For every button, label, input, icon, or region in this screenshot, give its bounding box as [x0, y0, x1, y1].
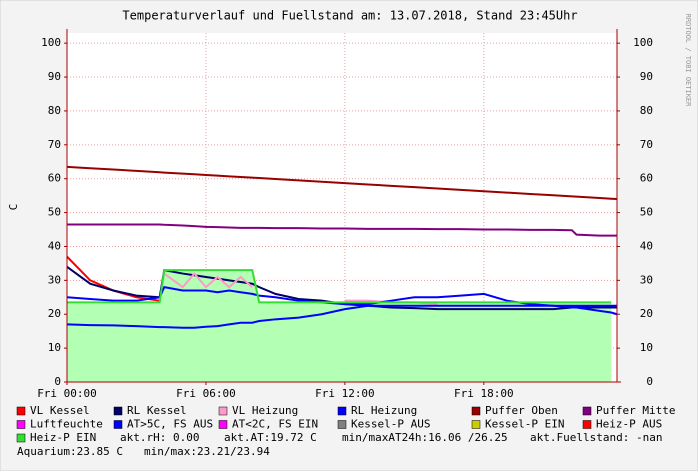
series-line	[163, 272, 253, 289]
y-tick-label: 0	[54, 375, 61, 388]
legend-label: Kessel-P EIN	[485, 418, 564, 431]
x-tick-label: Fri 06:00	[176, 387, 236, 400]
legend-swatch	[582, 406, 592, 416]
legend: VL Kessel RL Kessel VL Heizung RL Heizung Pu…	[16, 404, 675, 458]
y2-tick-label: 100	[633, 36, 653, 49]
note: akt.Fuellstand: -nan	[530, 431, 662, 444]
y-tick-label: 80	[48, 104, 61, 117]
legend-label: Heiz-P EIN	[30, 431, 96, 444]
series-line	[66, 165, 618, 201]
area	[67, 270, 612, 382]
y-tick-label: 20	[48, 307, 61, 320]
legend-label: VL Kessel	[30, 404, 90, 417]
x-tick-label: Fri 18:00	[454, 387, 514, 400]
legend-swatch	[582, 420, 592, 429]
y-tick-label: 10	[48, 341, 61, 354]
y2-tick-label: 60	[640, 172, 653, 185]
legend-swatch	[16, 433, 26, 443]
legend-swatch	[337, 406, 347, 416]
side-label: RRDTOOL / TOBI OETIKER	[684, 14, 692, 108]
legend-swatch	[337, 420, 347, 429]
note: akt.rH: 0.00	[120, 431, 199, 444]
legend-swatch	[218, 406, 228, 416]
legend-label: RL Kessel	[127, 404, 187, 417]
series-line	[67, 269, 612, 304]
legend-label: Kessel-P AUS	[351, 418, 430, 431]
note: min/maxAT24h:16.06 /26.25	[342, 431, 508, 444]
legend-label: Heiz-P AUS	[596, 418, 662, 431]
y-tick-label: 90	[48, 70, 61, 83]
x-tick-label: Fri 12:00	[315, 387, 375, 400]
note: akt.AT:19.72 C	[224, 431, 317, 444]
legend-swatch	[471, 420, 481, 429]
y2-tick-label: 40	[640, 239, 653, 252]
y2-tick-label: 20	[640, 307, 653, 320]
axes: 0 10 20 30 40 50 60 70 80 90 100 0 10 20 30 40 50 60 70 80 9…	[37, 29, 653, 400]
legend-label: Puffer Mitte	[596, 404, 675, 417]
legend-swatch	[471, 406, 481, 416]
y2-tick-label: 0	[646, 375, 653, 388]
legend-swatch	[113, 420, 123, 429]
series-line	[67, 223, 617, 237]
legend-label: VL Heizung	[232, 404, 298, 417]
y-tick-label: 70	[48, 138, 61, 151]
y2-tick-label: 30	[640, 273, 653, 286]
y-tick-label: 40	[48, 239, 61, 252]
legend-swatch	[113, 406, 123, 416]
legend-label: AT>5C, FS AUS	[127, 418, 213, 431]
legend-label: RL Heizung	[351, 404, 417, 417]
note: Aquarium:23.85 C	[17, 445, 123, 458]
y2-tick-label: 10	[640, 341, 653, 354]
note: min/max:23.21/23.94	[144, 445, 270, 458]
y2-tick-label: 80	[640, 104, 653, 117]
y-axis-label: C	[7, 204, 20, 211]
legend-swatch	[218, 420, 228, 429]
y2-tick-label: 90	[640, 70, 653, 83]
y-tick-label: 60	[48, 172, 61, 185]
y2-tick-label: 70	[640, 138, 653, 151]
chart-title: Temperaturverlauf und Fuellstand am: 13.…	[122, 9, 577, 23]
legend-label: Puffer Oben	[485, 404, 558, 417]
series-line	[66, 304, 617, 329]
y-tick-label: 100	[41, 36, 61, 49]
legend-swatch	[16, 420, 26, 429]
legend-label: AT<2C, FS EIN	[232, 418, 318, 431]
y-tick-label: 30	[48, 273, 61, 286]
legend-label: Luftfeuchte	[30, 418, 103, 431]
legend-swatch	[16, 406, 26, 416]
y2-tick-label: 50	[640, 206, 653, 219]
x-tick-label: Fri 00:00	[37, 387, 97, 400]
marks	[66, 165, 618, 382]
y-tick-label: 50	[48, 206, 61, 219]
